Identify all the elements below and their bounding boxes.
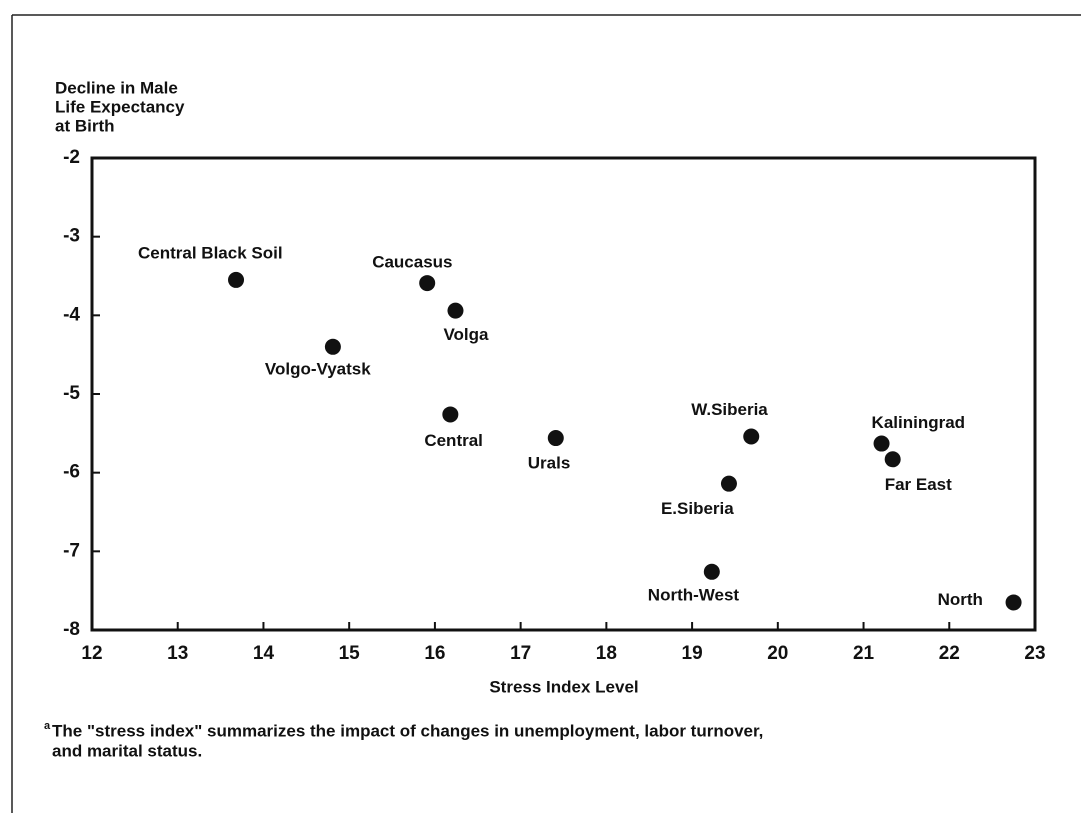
plot-frame (90, 156, 1037, 632)
y-axis-label: Decline in Male (55, 78, 178, 97)
x-tick-label: 22 (939, 643, 960, 664)
y-tick-label: -5 (63, 383, 80, 404)
data-point (419, 275, 436, 292)
point-label: Volga (443, 325, 489, 344)
y-tick-label: -4 (63, 304, 80, 325)
x-axis-label: Stress Index Level (489, 677, 638, 696)
point-label: E.Siberia (661, 499, 734, 518)
point-label: Central (424, 431, 483, 450)
footnote: and marital status. (52, 741, 202, 760)
point-label: North (938, 590, 983, 609)
x-tick-label: 20 (767, 643, 788, 664)
data-point (873, 435, 890, 452)
data-point (703, 563, 720, 580)
point-label: Volgo-Vyatsk (265, 359, 371, 378)
point-label: Caucasus (372, 253, 452, 272)
x-tick-label: 16 (424, 643, 445, 664)
y-tick-label: -8 (63, 619, 80, 640)
x-tick-label: 17 (510, 643, 531, 664)
data-point (1005, 594, 1022, 611)
data-point (447, 302, 464, 319)
point-label: Urals (528, 454, 571, 473)
point-label: W.Siberia (691, 400, 768, 419)
point-label: Kaliningrad (872, 413, 966, 432)
data-point (324, 338, 341, 355)
data-point (547, 430, 564, 447)
x-tick-label: 21 (853, 643, 875, 664)
x-tick-label: 19 (682, 643, 703, 664)
x-tick-label: 18 (596, 643, 617, 664)
x-tick-label: 13 (167, 643, 188, 664)
y-tick-label: -3 (63, 226, 80, 247)
y-tick-label: -7 (63, 540, 80, 561)
x-tick-label: 12 (81, 643, 102, 664)
footnote: The "stress index" summarizes the impact… (52, 721, 763, 740)
footnote-marker: a (44, 720, 51, 732)
y-axis-label: at Birth (55, 116, 115, 135)
data-point (442, 406, 459, 423)
point-label: Far East (885, 475, 952, 494)
x-tick-label: 23 (1024, 643, 1045, 664)
point-label: North-West (648, 585, 740, 604)
data-point (228, 271, 245, 288)
x-tick-label: 15 (339, 643, 361, 664)
data-point (743, 428, 760, 445)
y-tick-label: -6 (63, 462, 80, 483)
y-tick-label: -2 (63, 147, 80, 168)
y-axis-label: Life Expectancy (55, 97, 185, 116)
x-tick-label: 14 (253, 643, 275, 664)
point-label: Central Black Soil (138, 243, 283, 262)
data-point (720, 475, 737, 492)
data-point (884, 451, 901, 468)
